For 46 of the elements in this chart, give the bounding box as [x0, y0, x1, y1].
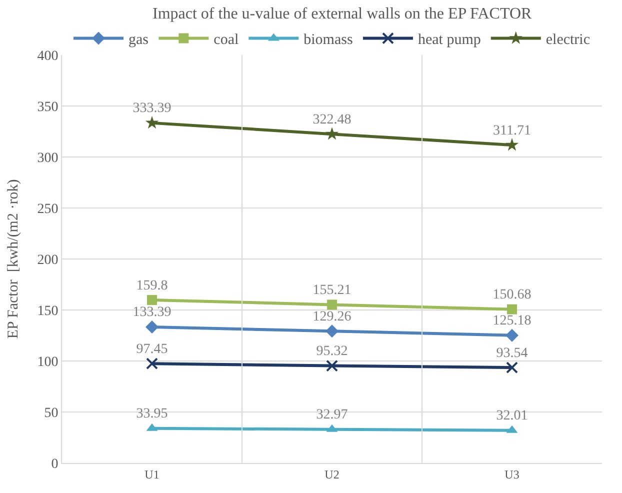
point [147, 295, 157, 305]
point [145, 116, 159, 129]
legend-label: electric [546, 32, 590, 48]
y-tick-label: 200 [37, 252, 58, 268]
data-label: 32.97 [316, 408, 348, 423]
x-tick-label: U2 [324, 467, 340, 482]
legend-label: coal [214, 32, 239, 48]
legend-label: heat pump [418, 32, 481, 48]
point [326, 360, 338, 372]
data-label: 333.39 [132, 101, 172, 116]
data-label: 93.54 [496, 346, 528, 361]
point [146, 358, 158, 370]
point [507, 304, 517, 314]
data-label: 125.18 [492, 314, 532, 329]
y-tick-label: 350 [37, 100, 58, 115]
point [146, 320, 158, 334]
x-tick-label: U1 [144, 467, 160, 482]
data-label: 95.32 [316, 344, 348, 360]
data-label: 133.39 [132, 305, 172, 320]
y-tick-label: 100 [37, 354, 58, 370]
y-tick-label: 150 [37, 304, 58, 319]
data-label: 311.71 [493, 123, 531, 138]
data-label: 150.68 [492, 288, 532, 303]
data-label: 129.26 [312, 309, 352, 324]
point [327, 300, 337, 310]
x-tick-label: U3 [504, 467, 520, 482]
y-axis-title: EP Factor [kwh/(m2 ·rok) [5, 179, 22, 339]
data-label: 97.45 [136, 342, 168, 357]
point [506, 328, 518, 342]
point [325, 127, 339, 140]
legend-label: biomass [304, 32, 353, 48]
y-tick-label: 300 [37, 150, 58, 166]
y-tick-label: 50 [44, 406, 58, 421]
point [505, 138, 519, 151]
data-label: 155.21 [312, 282, 352, 298]
y-tick-label: 250 [37, 202, 58, 217]
y-tick-label: 0 [51, 456, 58, 472]
point [506, 362, 518, 374]
point [326, 324, 338, 338]
chart-title: Impact of the u-value of external walls on the EP FACTOR [152, 6, 532, 23]
y-tick-label: 400 [37, 48, 58, 64]
legend-label: gas [128, 32, 149, 48]
data-label: 159.8 [136, 278, 168, 294]
data-label: 33.95 [136, 406, 168, 422]
data-label: 32.01 [496, 408, 528, 424]
data-label: 322.48 [312, 112, 352, 128]
